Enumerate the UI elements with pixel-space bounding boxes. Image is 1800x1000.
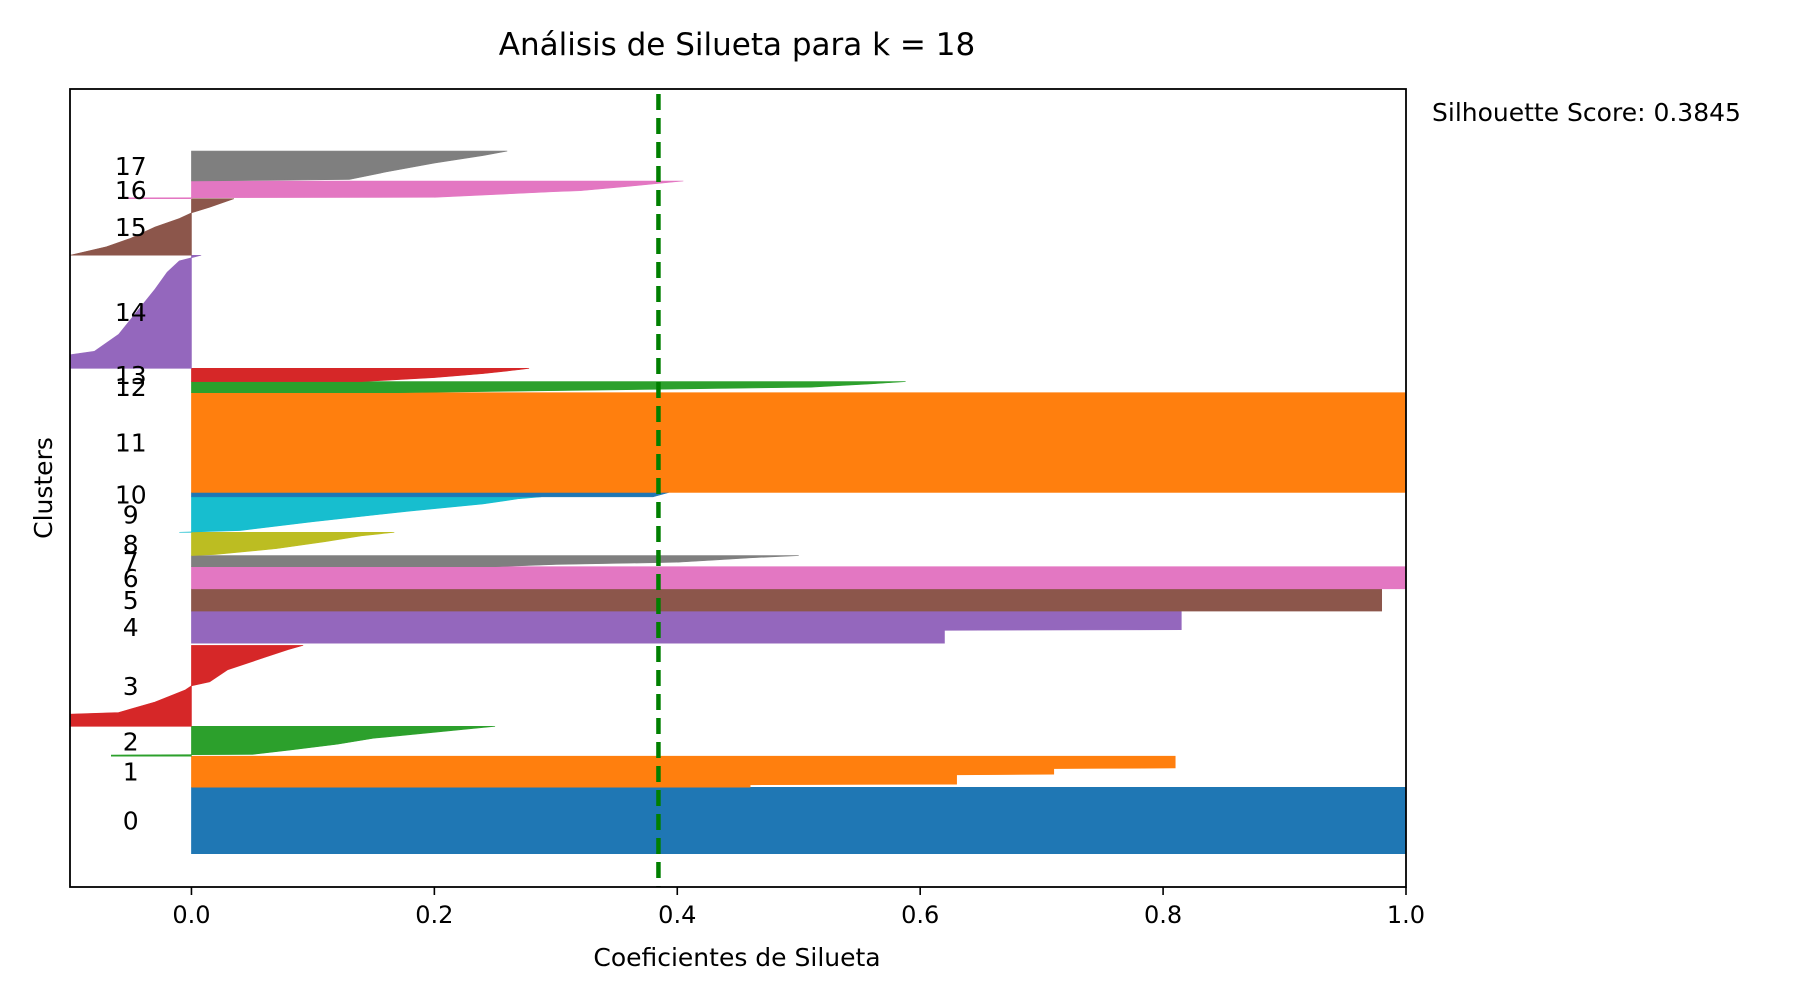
silhouette-cluster-13 (191, 368, 530, 382)
silhouette-cluster-15 (69, 198, 235, 256)
silhouette-cluster-10 (191, 492, 669, 498)
cluster-label-12: 12 (115, 373, 147, 402)
silhouette-cluster-0 (191, 786, 1407, 855)
cluster-label-9: 9 (123, 501, 139, 530)
x-tick-label: 0.8 (1144, 901, 1182, 929)
cluster-label-10: 10 (115, 481, 147, 510)
silhouette-cluster-3 (69, 645, 304, 727)
x-tick-label: 0.6 (901, 901, 939, 929)
cluster-label-0: 0 (123, 807, 139, 836)
x-axis-ticks: 0.0 0.2 0.4 0.6 0.8 1.0 (172, 887, 1425, 929)
silhouette-clusters (69, 150, 1407, 855)
chart-title: Análisis de Silueta para k = 18 (499, 27, 975, 63)
y-axis-label: Clusters (29, 437, 58, 539)
plot-frame (69, 88, 1407, 888)
cluster-label-15: 15 (115, 213, 147, 242)
cluster-label-14: 14 (115, 298, 147, 327)
silhouette-score-annotation: Silhouette Score: 0.3845 (1432, 98, 1741, 127)
cluster-label-7: 7 (123, 547, 139, 576)
silhouette-cluster-11 (191, 392, 1407, 493)
x-axis-label: Coeficientes de Silueta (593, 943, 880, 972)
silhouette-cluster-1 (191, 755, 1176, 788)
cluster-label-1: 1 (123, 758, 139, 787)
silhouette-cluster-4 (191, 610, 1182, 644)
cluster-label-5: 5 (123, 586, 139, 615)
silhouette-cluster-12 (191, 381, 906, 393)
cluster-label-8: 8 (123, 530, 139, 559)
cluster-label-4: 4 (123, 613, 139, 642)
silhouette-cluster-2 (110, 725, 496, 757)
silhouette-cluster-17 (191, 150, 508, 182)
x-tick-label: 0.2 (415, 901, 453, 929)
cluster-label-13: 13 (115, 361, 147, 390)
silhouette-cluster-6 (191, 566, 1407, 590)
cluster-label-3: 3 (123, 672, 139, 701)
silhouette-cluster-16 (124, 180, 684, 200)
cluster-label-16: 16 (115, 176, 147, 205)
x-tick-label: 1.0 (1387, 901, 1425, 929)
cluster-label-11: 11 (115, 429, 147, 458)
x-tick-label: 0.4 (658, 901, 696, 929)
cluster-label-6: 6 (123, 564, 139, 593)
x-tick-label: 0.0 (172, 901, 210, 929)
silhouette-cluster-9 (179, 496, 542, 533)
silhouette-cluster-8 (191, 532, 395, 556)
cluster-label-2: 2 (123, 727, 139, 756)
cluster-label-17: 17 (115, 152, 147, 181)
silhouette-cluster-5 (191, 588, 1383, 612)
silhouette-cluster-7 (191, 555, 799, 567)
